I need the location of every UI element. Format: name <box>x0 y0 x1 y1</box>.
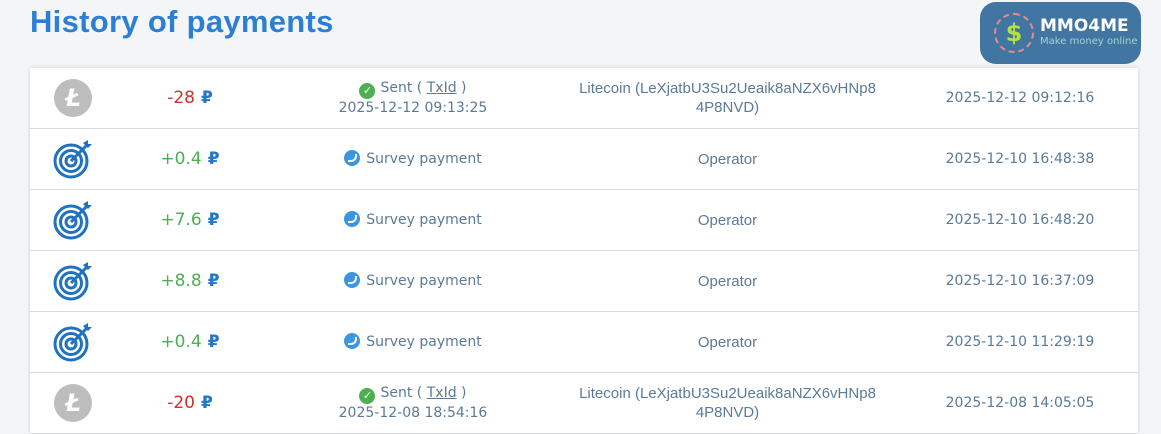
date: 2025-12-10 11:29:19 <box>945 333 1095 350</box>
txid-link[interactable]: TxId <box>426 384 457 401</box>
table-row: +7.6 ₽ Survey payment Operator 2025-12-10… <box>30 190 1138 251</box>
amount-value: +8.8 <box>160 270 202 291</box>
amount-value: +7.6 <box>160 209 202 230</box>
amount: -28 ₽ <box>140 68 240 128</box>
check-icon: ✓ <box>359 387 376 404</box>
status-text: Survey payment <box>366 150 482 167</box>
table-row: Ł -20 ₽ ✓ Sent ( TxId ) 2025-12-08 18:54:16… <box>30 373 1138 434</box>
status: ✓ Sent ( TxId ) 2025-12-12 09:13:25 <box>338 79 488 116</box>
status-text: Survey payment <box>366 333 482 350</box>
amount: +0.4 ₽ <box>140 129 240 189</box>
ruble-icon: ₽ <box>207 148 220 169</box>
date: 2025-12-08 14:05:05 <box>945 394 1095 411</box>
status: Survey payment <box>313 129 513 189</box>
survey-icon <box>344 149 361 166</box>
table-row: +0.4 ₽ Survey payment Operator 2025-12-10… <box>30 129 1138 190</box>
dollar-icon: $ <box>994 13 1034 53</box>
details-line1: Litecoin (LeXjatbU3Su2Ueaik8aNZX6vHNp8 <box>579 80 876 97</box>
details-line1: Litecoin (LeXjatbU3Su2Ueaik8aNZX6vHNp8 <box>579 385 876 402</box>
litecoin-icon: Ł <box>53 373 93 433</box>
status-text: Sent <box>380 79 413 96</box>
status: Survey payment <box>313 251 513 311</box>
target-icon <box>53 312 93 372</box>
ruble-icon: ₽ <box>207 209 220 230</box>
details-text: Operator <box>697 211 758 229</box>
details: Operator <box>540 129 915 189</box>
details: Litecoin (LeXjatbU3Su2Ueaik8aNZX6vHNp8 4P… <box>540 68 915 128</box>
amount-value: -20 <box>167 392 195 413</box>
details-text: Operator <box>697 272 758 290</box>
status-text: Survey payment <box>366 272 482 289</box>
survey-icon <box>344 210 361 227</box>
page-title: History of payments <box>30 4 334 39</box>
ruble-icon: ₽ <box>200 392 213 413</box>
details-line2: 4P8NVD) <box>695 404 760 421</box>
litecoin-icon: Ł <box>53 68 93 128</box>
status-text: Survey payment <box>366 211 482 228</box>
date: 2025-12-12 09:12:16 <box>945 89 1095 106</box>
ruble-icon: ₽ <box>207 270 220 291</box>
amount: +7.6 ₽ <box>140 190 240 250</box>
payments-table: Ł -28 ₽ ✓ Sent ( TxId ) 2025-12-12 09:13:25… <box>30 68 1138 434</box>
status: Survey payment <box>313 190 513 250</box>
check-icon: ✓ <box>359 82 376 99</box>
date: 2025-12-10 16:48:38 <box>945 150 1095 167</box>
table-row: +0.4 ₽ Survey payment Operator 2025-12-10… <box>30 312 1138 373</box>
details: Operator <box>540 251 915 311</box>
status: Survey payment <box>313 312 513 372</box>
status-text: Sent <box>380 384 413 401</box>
date: 2025-12-10 16:48:20 <box>945 211 1095 228</box>
survey-icon <box>344 271 361 288</box>
watermark-tagline: Make money online <box>1040 36 1138 47</box>
amount: +0.4 ₽ <box>140 312 240 372</box>
details-line2: 4P8NVD) <box>695 99 760 116</box>
status: ✓ Sent ( TxId ) 2025-12-08 18:54:16 <box>338 384 488 421</box>
details: Operator <box>540 312 915 372</box>
target-icon <box>53 129 93 189</box>
date: 2025-12-10 16:37:09 <box>945 272 1095 289</box>
ruble-icon: ₽ <box>200 87 213 108</box>
watermark-logo: $ MMO4ME Make money online <box>980 2 1141 64</box>
amount: -20 ₽ <box>140 373 240 433</box>
amount-value: -28 <box>167 87 195 108</box>
status-date: 2025-12-12 09:13:25 <box>338 99 488 116</box>
table-row: Ł -28 ₽ ✓ Sent ( TxId ) 2025-12-12 09:13:25… <box>30 68 1138 129</box>
amount-value: +0.4 <box>160 148 202 169</box>
details-text: Operator <box>697 150 758 168</box>
target-icon <box>53 190 93 250</box>
details: Litecoin (LeXjatbU3Su2Ueaik8aNZX6vHNp8 4P… <box>540 373 915 433</box>
amount: +8.8 ₽ <box>140 251 240 311</box>
survey-icon <box>344 332 361 349</box>
ruble-icon: ₽ <box>207 331 220 352</box>
status-date: 2025-12-08 18:54:16 <box>338 404 488 421</box>
watermark-name: MMO4ME <box>1040 16 1129 36</box>
details: Operator <box>540 190 915 250</box>
txid-link[interactable]: TxId <box>426 79 457 96</box>
details-text: Operator <box>697 333 758 351</box>
amount-value: +0.4 <box>160 331 202 352</box>
table-row: +8.8 ₽ Survey payment Operator 2025-12-10… <box>30 251 1138 312</box>
target-icon <box>53 251 93 311</box>
